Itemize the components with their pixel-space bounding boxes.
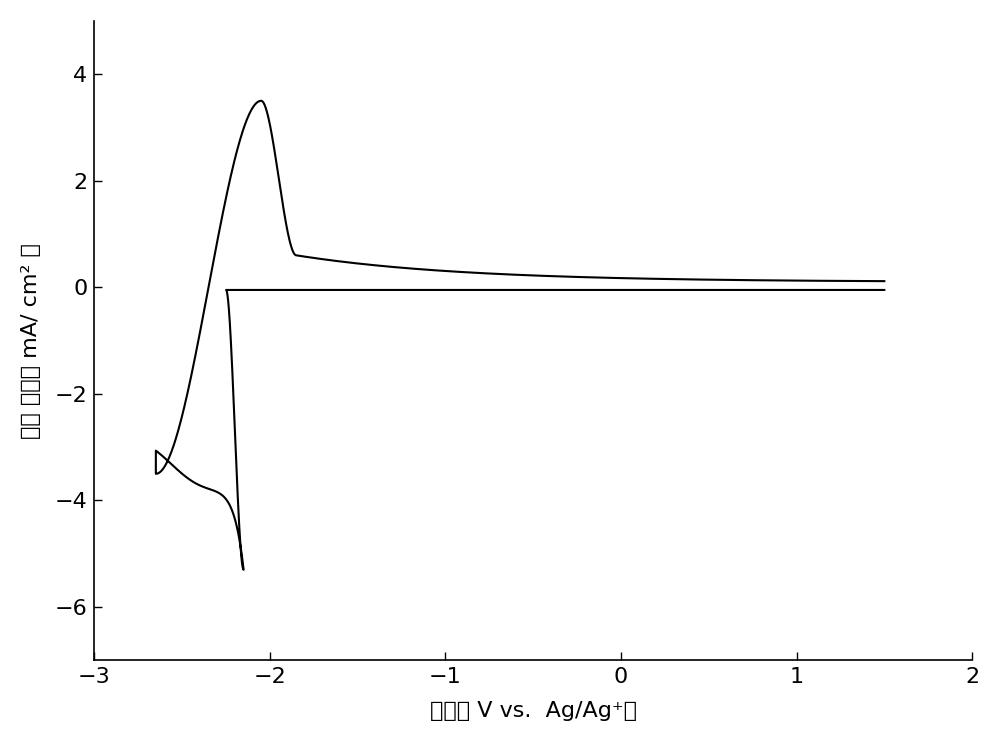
Y-axis label: 电流 密度（ mA/ cm² ）: 电流 密度（ mA/ cm² ） <box>21 243 41 439</box>
X-axis label: 电压（ V vs.  Ag/Ag⁺）: 电压（ V vs. Ag/Ag⁺） <box>430 701 637 721</box>
